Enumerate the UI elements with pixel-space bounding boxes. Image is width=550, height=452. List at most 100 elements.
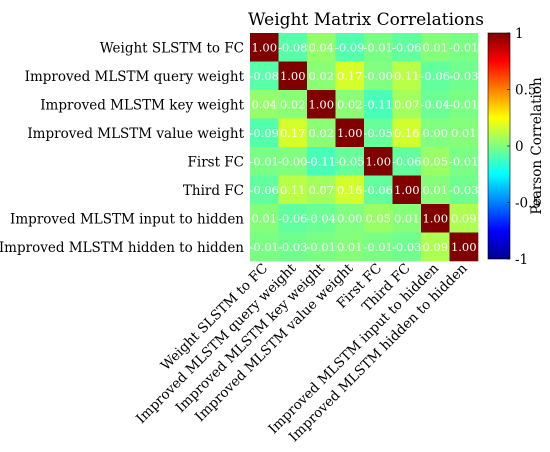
- colorbar-tick-label: -0.5: [515, 196, 541, 212]
- heatmap-cell: [449, 118, 479, 148]
- colorbar-label: Pearson Correlation: [529, 77, 545, 215]
- heatmap-cell: [364, 232, 393, 262]
- heatmap-cells: 1.00 -0.08 0.04 -0.09 -0.01 -0.06 0.01 -0.01-0.…: [250, 33, 479, 262]
- heatmap-cell: [250, 204, 279, 233]
- heatmap-cell: [392, 175, 422, 205]
- heatmap-cell: [449, 33, 479, 62]
- cell-value-label: 0.05: [365, 211, 391, 225]
- cell-value-label: -0.01: [364, 40, 394, 54]
- heatmap-cell: [335, 204, 365, 233]
- cell-value-label: -0.01: [364, 240, 394, 254]
- heatmap-cell: [278, 90, 308, 119]
- heatmap-cell: [307, 175, 336, 205]
- cell-value-label: -0.05: [335, 154, 365, 168]
- cell-value-label: 0.16: [337, 183, 363, 197]
- heatmap-cell: [392, 118, 422, 148]
- heatmap-cell: [250, 232, 279, 262]
- heatmap-cell: [421, 33, 450, 62]
- cell-value-label: -0.06: [392, 154, 422, 168]
- cell-value-label: 1.00: [337, 126, 363, 140]
- cell-value-label: 0.01: [251, 211, 277, 225]
- cell-value-label: 0.00: [337, 211, 363, 225]
- heatmap-cell: [392, 232, 422, 262]
- cell-value-label: 0.01: [422, 40, 448, 54]
- cell-value-label: 0.02: [280, 97, 306, 111]
- cell-value-label: -0.06: [250, 183, 280, 197]
- heatmap-cell: [392, 147, 422, 176]
- colorbar-tick-label: 0: [515, 139, 524, 155]
- heatmap-cell: [449, 90, 479, 119]
- cell-value-label: -0.01: [449, 40, 479, 54]
- cell-value-label: 0.17: [280, 126, 306, 140]
- colorbar-tick-label: 0.5: [515, 83, 536, 99]
- colorbar-ticks: 1 0.5 0 -0.5 -1: [507, 26, 541, 268]
- heatmap-cell: [278, 61, 308, 91]
- cell-value-label: 0.01: [394, 211, 420, 225]
- cell-value-label: 0.09: [451, 211, 477, 225]
- cell-value-label: 0.02: [308, 126, 334, 140]
- row-label: Weight SLSTM to FC: [100, 40, 244, 56]
- heatmap-cell: [335, 90, 365, 119]
- colorbar-gradient: [487, 32, 511, 260]
- heatmap-cell: [335, 61, 365, 91]
- heatmap-cell: [335, 175, 365, 205]
- colorbar-tick-label: 1: [515, 26, 524, 42]
- cell-value-label: -0.06: [421, 69, 451, 83]
- cell-value-label: -0.06: [278, 211, 308, 225]
- cell-value-label: 0.09: [422, 240, 448, 254]
- row-labels: Weight SLSTM to FC Improved MLSTM query w…: [0, 40, 245, 256]
- cell-value-label: 0.16: [394, 126, 420, 140]
- heatmap-cell: [307, 33, 336, 62]
- heatmap-cell: [364, 61, 393, 91]
- heatmap-cell: [278, 232, 308, 262]
- heatmap-cell: [335, 147, 365, 176]
- row-label: First FC: [188, 154, 244, 170]
- cell-value-label: -0.00: [364, 69, 394, 83]
- cell-value-label: 0.02: [337, 97, 363, 111]
- cell-value-label: -0.01: [449, 154, 479, 168]
- heatmap-cell: [307, 118, 336, 148]
- heatmap-cell: [449, 232, 479, 262]
- cell-value-label: 0.01: [451, 126, 477, 140]
- heatmap-cell: [449, 204, 479, 233]
- heatmap-cell: [278, 175, 308, 205]
- colorbar: 1 0.5 0 -0.5 -1 Pearson Correlation: [487, 26, 545, 268]
- cell-value-label: -0.03: [278, 240, 308, 254]
- heatmap-cell: [449, 61, 479, 91]
- heatmap-cell: [307, 204, 336, 233]
- cell-value-label: 1.00: [280, 69, 306, 83]
- cell-value-label: 0.01: [422, 183, 448, 197]
- heatmap-cell: [335, 232, 365, 262]
- heatmap-cell: [250, 147, 279, 176]
- cell-value-label: -0.11: [307, 154, 337, 168]
- heatmap-cell: [421, 147, 450, 176]
- heatmap-cell: [278, 147, 308, 176]
- cell-value-label: -0.01: [250, 240, 280, 254]
- cell-value-label: -0.08: [278, 40, 308, 54]
- cell-value-label: 0.04: [251, 97, 277, 111]
- cell-value-label: -0.09: [250, 126, 280, 140]
- cell-value-label: -0.03: [449, 183, 479, 197]
- cell-value-label: 1.00: [251, 40, 277, 54]
- heatmap-cell: [421, 61, 450, 91]
- chart-title: Weight Matrix Correlations: [248, 10, 484, 30]
- cell-value-label: 0.00: [422, 126, 448, 140]
- heatmap-cell: [421, 204, 450, 233]
- heatmap-cell: [421, 232, 450, 262]
- cell-value-label: -0.09: [335, 40, 365, 54]
- cell-value-label: -0.04: [421, 97, 451, 111]
- cell-value-label: -0.04: [307, 211, 337, 225]
- row-label: Improved MLSTM hidden to hidden: [0, 240, 244, 256]
- cell-value-label: 0.01: [337, 240, 363, 254]
- cell-value-label: 1.00: [394, 183, 420, 197]
- cell-value-label: 0.04: [308, 40, 334, 54]
- heatmap-cell: [421, 175, 450, 205]
- cell-value-label: 0.05: [422, 154, 448, 168]
- heatmap-cell: [250, 90, 279, 119]
- cell-value-label: -0.05: [364, 126, 394, 140]
- heatmap-cell: [250, 61, 279, 91]
- heatmap-cell: [392, 61, 422, 91]
- cell-value-label: -0.03: [392, 240, 422, 254]
